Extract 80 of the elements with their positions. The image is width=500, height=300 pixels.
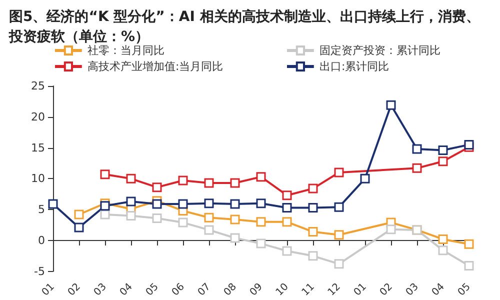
x-tick-label: 02 xyxy=(66,281,83,298)
x-tick-label: 05 xyxy=(456,281,473,298)
point xyxy=(308,251,318,261)
point xyxy=(230,214,240,224)
x-tick-label: 12 xyxy=(326,281,343,298)
point xyxy=(412,144,422,154)
point xyxy=(256,198,266,208)
y-tick-label: 15 xyxy=(31,141,45,154)
x-tick-label: 05 xyxy=(144,281,161,298)
point xyxy=(152,199,162,209)
point xyxy=(256,172,266,182)
point xyxy=(308,227,318,237)
point xyxy=(308,202,318,212)
point xyxy=(282,246,292,256)
point xyxy=(126,174,136,184)
point xyxy=(438,146,448,156)
point xyxy=(152,213,162,223)
point xyxy=(256,238,266,248)
x-tick-label: 03 xyxy=(92,281,109,298)
point xyxy=(334,202,344,212)
point xyxy=(74,222,84,232)
x-tick-label: 06 xyxy=(170,281,187,298)
y-tick-label: 5 xyxy=(38,203,45,216)
point xyxy=(178,176,188,186)
point xyxy=(334,168,344,178)
point xyxy=(152,182,162,192)
point xyxy=(204,178,214,188)
legend-label: 固定资产投资：累计同比 xyxy=(319,44,440,57)
point xyxy=(230,233,240,243)
point xyxy=(308,184,318,194)
point xyxy=(438,156,448,166)
point xyxy=(178,218,188,228)
y-tick-label: 10 xyxy=(31,172,45,186)
point xyxy=(126,196,136,206)
y-tick-label: 25 xyxy=(31,80,45,92)
x-tick-label: 07 xyxy=(196,281,213,298)
point xyxy=(412,163,422,173)
point xyxy=(48,199,58,209)
x-tick-label: 01 xyxy=(352,281,369,298)
point xyxy=(178,199,188,209)
legend-label: 出口:累计同比 xyxy=(319,60,390,73)
point xyxy=(282,217,292,227)
x-tick-label: 11 xyxy=(300,281,317,298)
point xyxy=(334,259,344,269)
point xyxy=(464,140,474,150)
point xyxy=(464,261,474,271)
point xyxy=(282,190,292,200)
x-tick-label: 08 xyxy=(222,281,239,298)
x-tick-label: 01 xyxy=(40,281,57,298)
point xyxy=(100,210,110,220)
point xyxy=(438,234,448,244)
x-tick-label: 10 xyxy=(274,281,291,298)
point xyxy=(230,199,240,209)
legend-label: 高技术产业增加值:当月同比 xyxy=(87,60,224,73)
legend-label: 社零：当月同比 xyxy=(87,44,164,57)
point xyxy=(438,246,448,256)
point xyxy=(100,201,110,211)
chart-title: 图5、经济的“K 型分化”：AI 相关的高技术制造业、出口持续上行，消费、投资疲软（单位：%） xyxy=(8,8,480,45)
point xyxy=(74,210,84,220)
y-tick-label: 20 xyxy=(31,110,45,124)
y-tick-label: 0 xyxy=(38,234,45,247)
point xyxy=(282,202,292,212)
point xyxy=(334,230,344,240)
point xyxy=(360,174,370,184)
point xyxy=(204,212,214,222)
point xyxy=(204,198,214,208)
y-tick-label: -5 xyxy=(34,264,45,278)
point xyxy=(386,224,396,234)
x-tick-label: 03 xyxy=(404,281,421,298)
x-tick-label: 04 xyxy=(118,281,135,298)
point xyxy=(204,225,214,235)
point xyxy=(464,239,474,249)
point xyxy=(230,178,240,188)
point xyxy=(256,217,266,227)
point xyxy=(386,100,396,110)
point xyxy=(126,210,136,220)
point xyxy=(100,170,110,180)
x-tick-label: 02 xyxy=(378,281,395,298)
x-tick-label: 09 xyxy=(248,281,265,298)
x-tick-label: 04 xyxy=(430,281,447,298)
